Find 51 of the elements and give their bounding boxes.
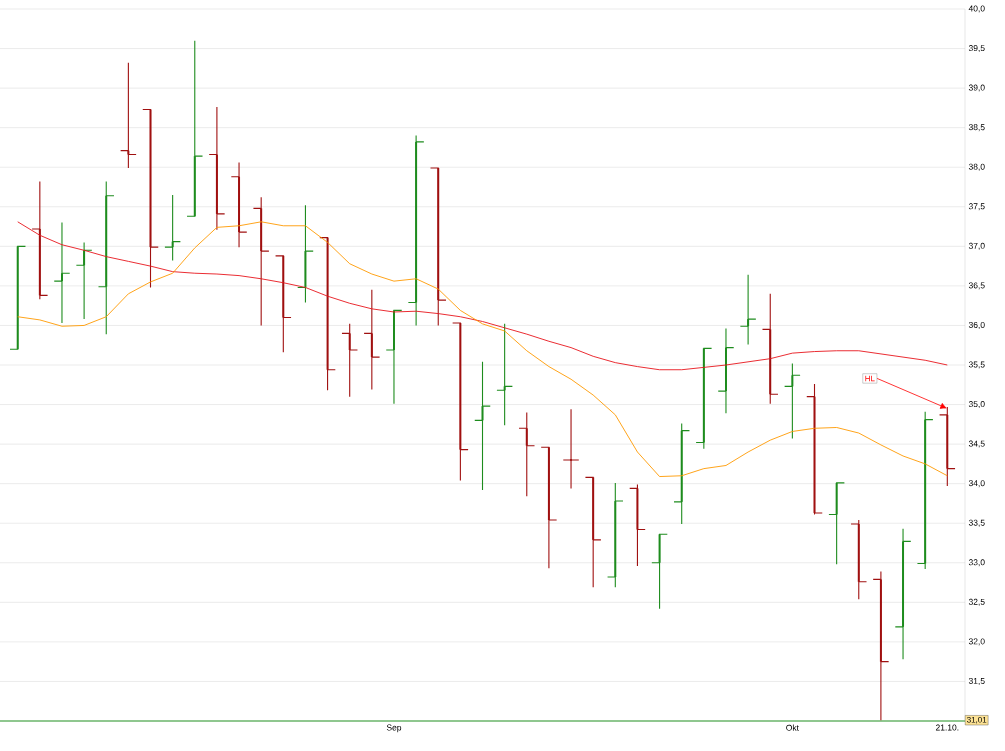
candlestick (230, 161, 248, 248)
x-tick-label: Sep (386, 724, 402, 733)
y-tick-label: 38,0 (968, 163, 985, 171)
candlestick (518, 411, 536, 497)
line-series (17, 221, 948, 477)
candlestick (164, 194, 181, 262)
candlestick (739, 274, 757, 345)
candlestick (894, 528, 912, 660)
y-tick-label: 32,5 (968, 598, 985, 606)
y-tick-label: 36,5 (968, 282, 985, 290)
x-tick-label: 21.10. (935, 724, 959, 731)
candlestick (850, 519, 868, 600)
candlestick (31, 180, 49, 300)
candlestick (562, 408, 580, 489)
y-tick-label: 40,0 (968, 5, 985, 13)
y-tick-label: 38,5 (968, 124, 985, 132)
candlestick (208, 106, 226, 231)
y-tick-label: 37,0 (968, 242, 985, 250)
candlestick (939, 406, 956, 487)
candlestick (872, 570, 890, 721)
candlestick (97, 180, 115, 335)
candlestick (297, 204, 314, 304)
y-tick-label: 37,5 (968, 203, 985, 211)
candlestick (363, 289, 381, 391)
candlestick (784, 362, 801, 440)
y-tick-label: 34,5 (968, 440, 985, 448)
candlestick (75, 241, 93, 320)
candlestick (53, 222, 71, 324)
candlestick (496, 323, 513, 426)
y-tick-label: 32,0 (968, 638, 985, 646)
y-tick-label: 33,5 (968, 519, 985, 527)
candlestick (407, 135, 425, 326)
y-tick-label: 35,0 (968, 401, 985, 409)
y-tick-label: 33,0 (968, 559, 985, 567)
candlestick (629, 483, 646, 567)
candlestick (474, 361, 491, 491)
y-tick-label: 36,0 (968, 321, 985, 329)
y-tick-label: 35,5 (968, 361, 985, 369)
candlestick (717, 328, 735, 414)
candlestick (761, 293, 779, 405)
candlestick (341, 323, 358, 398)
y-tick-label: 31,5 (968, 677, 985, 685)
candlestick (916, 411, 934, 570)
y-tick-label: 34,0 (968, 480, 985, 488)
y-tick-label: 39,0 (968, 84, 985, 92)
candlestick (673, 422, 690, 525)
candlestick (120, 62, 137, 169)
x-tick-label: Okt (786, 724, 799, 731)
candlestick (607, 482, 624, 588)
candlestick (252, 196, 270, 326)
y-tick-label: 39,5 (968, 45, 985, 53)
